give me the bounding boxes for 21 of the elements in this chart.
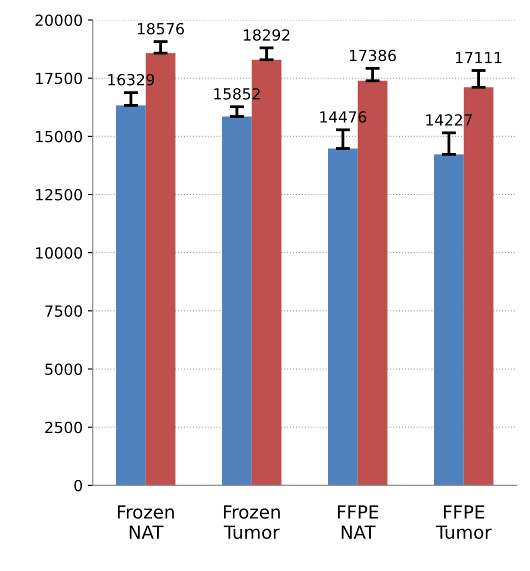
y-tick-label: 17500 [36,72,82,84]
x-tick-label: FFPE NAT [338,505,378,539]
data-label: 17386 [350,50,396,62]
y-tick-label: 5000 [45,363,82,376]
y-tick-label: 7500 [45,305,82,317]
y-tick-label: 0 [74,480,82,492]
x-tick-label: FFPE Tumor [436,505,492,539]
x-tick-label: Frozen Tumor [224,505,280,539]
y-tick-label: 10000 [36,247,82,259]
data-label: 18292 [244,29,290,41]
data-label: 17111 [456,52,502,64]
bar [116,105,146,486]
y-tick-label: 20000 [36,14,82,26]
bar [434,154,464,486]
y-tick-label: 15000 [36,130,82,142]
bar [328,148,358,486]
data-label: 18576 [138,22,184,34]
x-tick-label: Frozen NAT [118,505,174,539]
y-tick-label: 2500 [45,422,82,434]
y-tick-label: 12500 [36,188,82,201]
bar [222,116,252,486]
